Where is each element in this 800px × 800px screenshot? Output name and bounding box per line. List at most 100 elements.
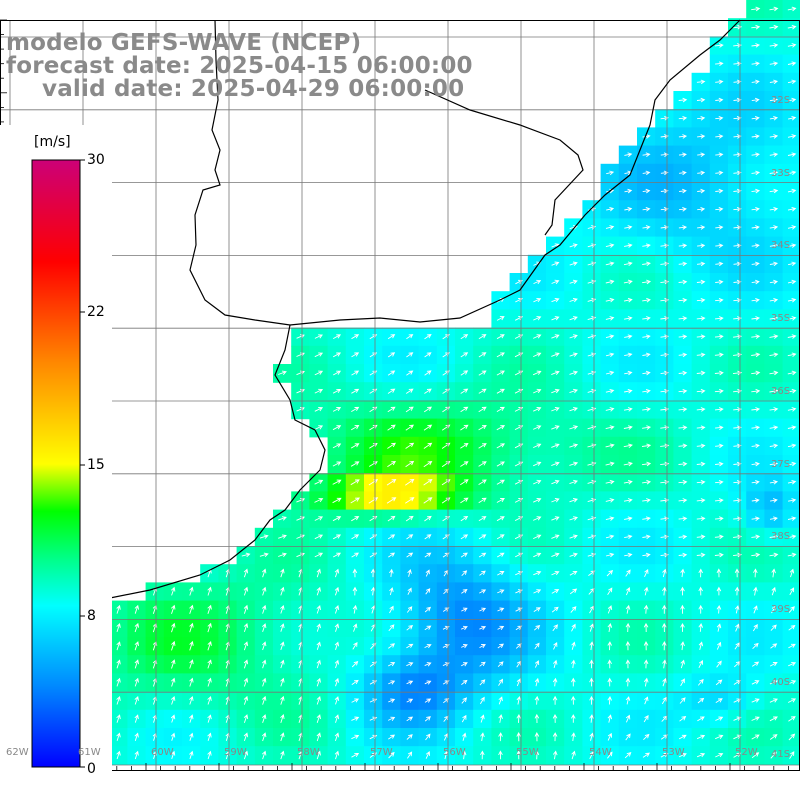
wind-arrow	[332, 534, 342, 540]
wind-arrow	[498, 696, 503, 705]
wind-arrow	[170, 604, 176, 614]
wind-arrow	[551, 461, 560, 467]
colorbar-strip	[32, 632, 80, 634]
wind-arrow	[243, 604, 249, 614]
colorbar-strip	[32, 445, 80, 447]
wind-arrow	[569, 479, 578, 485]
colorbar-strip	[32, 382, 80, 384]
colorbar-strip	[32, 731, 80, 733]
wind-arrow	[516, 678, 522, 687]
wind-arrow	[478, 370, 487, 376]
colorbar-strip	[32, 576, 80, 578]
wind-arrow	[243, 695, 249, 705]
wind-arrow	[116, 623, 121, 633]
wind-arrow	[280, 677, 285, 687]
colorbar-tick-22: 22	[87, 304, 105, 320]
colorbar-strip	[32, 289, 80, 291]
wind-arrow	[479, 661, 486, 667]
colorbar-strip	[32, 658, 80, 660]
wind-arrow	[189, 586, 194, 596]
colorbar-strip	[32, 196, 80, 198]
wind-arrow	[551, 589, 560, 594]
wind-arrow	[461, 625, 468, 631]
wind-arrow	[296, 498, 306, 503]
wind-arrow	[352, 604, 358, 614]
colorbar-strip	[32, 253, 80, 255]
wind-arrow	[715, 734, 724, 740]
wind-arrow	[770, 498, 778, 503]
wind-arrow	[769, 170, 779, 176]
colorbar-strip	[32, 217, 80, 219]
lon-label: 57W	[370, 747, 393, 758]
colorbar-strip	[32, 369, 80, 371]
colorbar-strip	[32, 209, 80, 211]
wind-arrow	[662, 641, 667, 651]
wind-arrow	[278, 552, 287, 557]
wind-arrow	[788, 643, 796, 649]
wind-arrow	[423, 424, 433, 431]
wind-arrow	[387, 388, 396, 394]
colorbar-strip	[32, 484, 80, 486]
colorbar-strip	[32, 383, 80, 385]
wind-arrow	[678, 243, 688, 248]
wind-arrow	[625, 677, 631, 687]
wind-arrow	[771, 586, 776, 596]
wind-arrow	[642, 316, 651, 321]
colorbar-strip	[32, 187, 80, 189]
wind-arrow	[624, 225, 633, 230]
colorbar-strip	[32, 661, 80, 663]
wind-arrow	[460, 479, 469, 486]
colorbar-strip	[32, 517, 80, 519]
wind-arrow	[788, 716, 796, 722]
wind-arrow	[589, 659, 594, 669]
colorbar-strip	[32, 627, 80, 629]
colorbar-strip	[32, 414, 80, 416]
wind-arrow	[533, 334, 542, 339]
colorbar-strip	[32, 401, 80, 403]
wind-arrow	[714, 407, 724, 412]
colorbar-strip	[32, 567, 80, 569]
colorbar-strip	[32, 754, 80, 756]
colorbar-strip	[32, 240, 80, 242]
colorbar-strip	[32, 502, 80, 504]
colorbar-strip	[32, 489, 80, 491]
colorbar-strip	[32, 650, 80, 652]
wind-arrow	[696, 534, 706, 540]
wind-arrow	[644, 568, 649, 577]
wind-arrow	[171, 622, 176, 633]
colorbar-strip	[32, 265, 80, 267]
wind-arrow	[350, 497, 360, 504]
wind-arrow	[769, 734, 778, 740]
colorbar-strip	[32, 194, 80, 196]
colorbar-strip	[32, 469, 80, 471]
colorbar-strip	[32, 476, 80, 478]
colorbar-strip	[32, 583, 80, 585]
wind-arrow	[116, 641, 121, 651]
wind-arrow	[387, 460, 396, 468]
wind-arrow	[733, 188, 742, 194]
wind-arrow	[642, 352, 651, 358]
colorbar-strip	[32, 662, 80, 664]
wind-arrow	[424, 534, 432, 540]
colorbar-strip	[32, 214, 80, 216]
colorbar-strip	[32, 582, 80, 584]
wind-arrow	[387, 424, 396, 431]
wind-arrow	[787, 552, 797, 558]
colorbar-strip	[32, 717, 80, 719]
wind-arrow	[607, 732, 613, 741]
colorbar-strip	[32, 233, 80, 235]
colorbar-strip	[32, 655, 80, 657]
wind-arrow	[388, 680, 396, 685]
colorbar-strip	[32, 304, 80, 306]
wind-arrow	[316, 732, 321, 742]
wind-arrow	[678, 97, 688, 103]
wind-arrow	[624, 316, 633, 321]
wind-arrow	[406, 606, 413, 613]
colorbar-strip	[32, 294, 80, 296]
colorbar-strip	[32, 277, 80, 279]
colorbar-strip	[32, 213, 80, 215]
wind-arrow	[569, 425, 579, 430]
colorbar-strip	[32, 274, 80, 276]
wind-arrow	[314, 425, 324, 430]
colorbar-strip	[32, 478, 80, 480]
